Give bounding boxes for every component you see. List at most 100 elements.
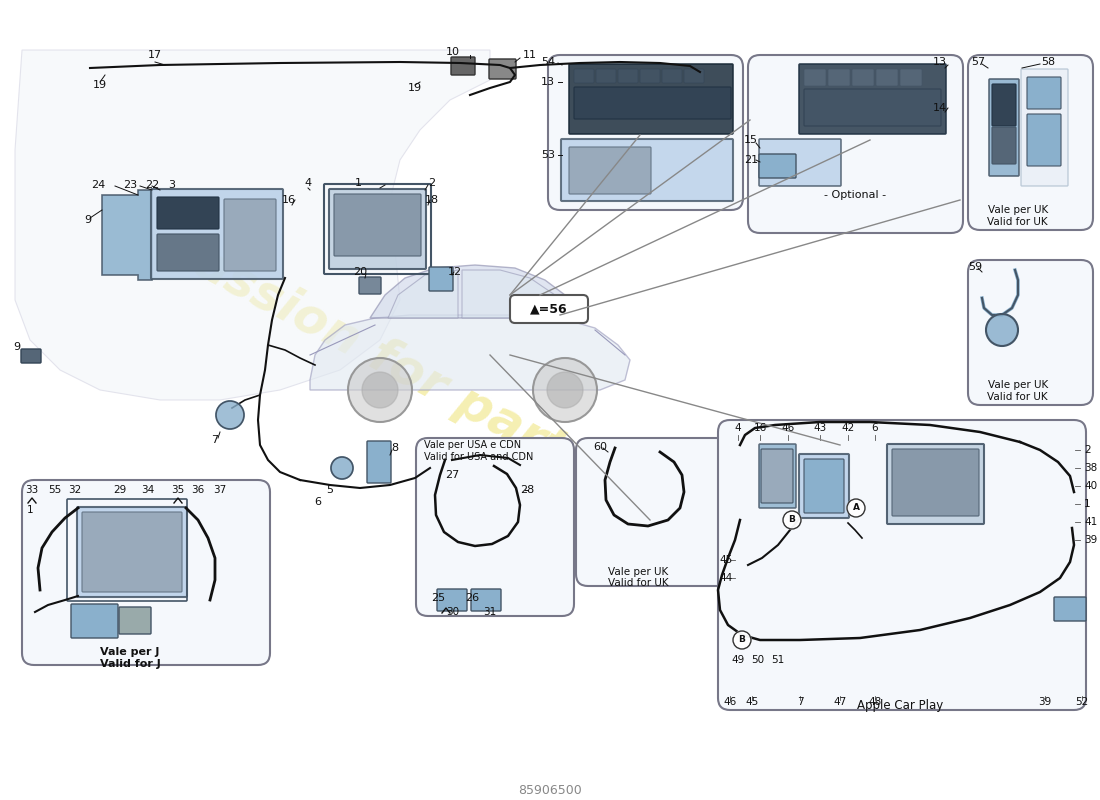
FancyBboxPatch shape [119,607,151,634]
Text: Apple Car Play: Apple Car Play [857,698,943,711]
Text: 4: 4 [735,423,741,433]
Text: B: B [789,515,795,525]
Text: 42: 42 [842,423,855,433]
Text: 45: 45 [719,555,733,565]
FancyBboxPatch shape [804,69,826,86]
Text: 7: 7 [211,435,219,445]
FancyBboxPatch shape [992,84,1016,126]
Text: 10: 10 [446,47,460,57]
Text: Valid for USA and CDN: Valid for USA and CDN [424,452,534,462]
Text: 32: 32 [68,485,81,495]
Text: Vale per UK: Vale per UK [988,380,1048,390]
FancyBboxPatch shape [761,449,793,503]
Text: Valid for UK: Valid for UK [607,578,669,588]
FancyBboxPatch shape [437,589,468,611]
Text: 6: 6 [871,423,878,433]
Text: 8: 8 [392,443,398,453]
FancyBboxPatch shape [640,69,660,83]
Text: 39: 39 [1084,535,1098,545]
FancyBboxPatch shape [748,55,962,233]
Text: 45: 45 [746,697,759,707]
FancyBboxPatch shape [618,69,638,83]
Circle shape [783,511,801,529]
Text: 23: 23 [123,180,138,190]
Text: 48: 48 [868,697,881,707]
FancyBboxPatch shape [989,79,1019,176]
FancyBboxPatch shape [759,444,796,508]
Text: 15: 15 [744,135,758,145]
Text: 37: 37 [213,485,227,495]
Text: 53: 53 [541,150,556,160]
Text: 33: 33 [25,485,39,495]
Text: 50: 50 [751,655,764,665]
FancyBboxPatch shape [662,69,682,83]
FancyBboxPatch shape [569,147,651,194]
FancyBboxPatch shape [416,438,574,616]
Text: 1: 1 [354,178,362,188]
Text: 34: 34 [142,485,155,495]
FancyBboxPatch shape [429,267,453,291]
Text: 21: 21 [744,155,758,165]
FancyBboxPatch shape [1027,77,1062,109]
Text: 29: 29 [113,485,127,495]
FancyBboxPatch shape [1027,114,1062,166]
FancyBboxPatch shape [596,69,616,83]
Text: 11: 11 [522,50,537,60]
FancyBboxPatch shape [334,194,421,256]
FancyBboxPatch shape [77,507,187,597]
FancyBboxPatch shape [329,189,426,269]
Text: 85906500: 85906500 [518,783,582,797]
FancyBboxPatch shape [224,199,276,271]
FancyBboxPatch shape [799,64,946,134]
FancyBboxPatch shape [82,512,182,592]
FancyBboxPatch shape [759,139,842,186]
Text: 20: 20 [353,267,367,277]
Circle shape [986,314,1018,346]
Text: 26: 26 [465,593,480,603]
FancyBboxPatch shape [799,454,849,518]
FancyBboxPatch shape [968,55,1093,230]
Circle shape [362,372,398,408]
FancyBboxPatch shape [359,277,381,294]
Text: 46: 46 [724,697,737,707]
FancyBboxPatch shape [451,57,475,75]
Text: 49: 49 [732,655,745,665]
Text: 38: 38 [1084,463,1098,473]
Text: 36: 36 [191,485,205,495]
FancyBboxPatch shape [887,444,984,524]
Text: 52: 52 [1076,697,1089,707]
Circle shape [733,631,751,649]
Text: 1: 1 [26,505,33,515]
Text: 28: 28 [520,485,535,495]
Polygon shape [310,315,630,390]
Text: - Optional -: - Optional - [824,190,887,200]
Circle shape [348,358,412,422]
FancyBboxPatch shape [21,349,41,363]
Text: 60: 60 [593,442,607,452]
FancyBboxPatch shape [548,55,742,210]
Text: Vale per UK: Vale per UK [608,567,668,577]
Text: 47: 47 [834,697,847,707]
FancyBboxPatch shape [876,69,898,86]
FancyBboxPatch shape [804,89,940,126]
Text: 19: 19 [408,83,422,93]
FancyBboxPatch shape [574,69,594,83]
FancyBboxPatch shape [574,87,732,119]
FancyBboxPatch shape [72,604,118,638]
Text: passion for parts since 1985: passion for parts since 1985 [156,222,884,638]
Polygon shape [388,270,458,318]
Text: Vale per USA e CDN: Vale per USA e CDN [424,440,521,450]
Text: 30: 30 [447,607,460,617]
FancyBboxPatch shape [157,197,219,229]
Text: 4: 4 [305,178,311,188]
FancyBboxPatch shape [561,139,733,201]
FancyBboxPatch shape [157,234,219,271]
Text: 14: 14 [933,103,947,113]
Text: Valid for UK: Valid for UK [988,392,1048,402]
Text: 44: 44 [719,573,733,583]
Text: 13: 13 [933,57,947,67]
Text: 19: 19 [92,80,107,90]
Text: 55: 55 [48,485,62,495]
Text: 57: 57 [971,57,986,67]
Text: 46: 46 [781,423,794,433]
